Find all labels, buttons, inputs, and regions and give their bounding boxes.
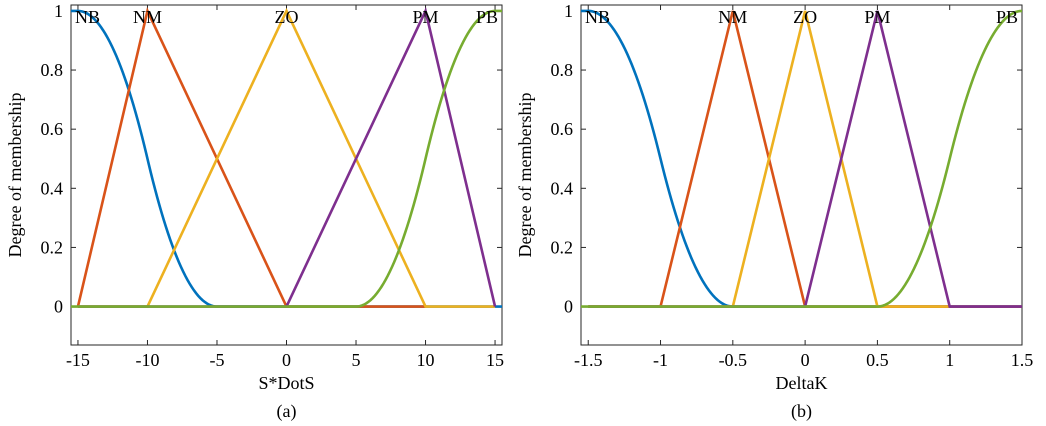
y-tick-label: 0.2: [551, 237, 574, 257]
series-label-zo: ZO: [275, 7, 299, 27]
series-line-zo: [77, 7, 496, 308]
x-tick-label: -1: [653, 350, 668, 370]
series-line-nm: [588, 10, 1022, 308]
x-tick-label: -1.5: [574, 350, 603, 370]
y-tick-label: 0.8: [551, 60, 574, 80]
x-tick-label: 1.5: [1011, 350, 1034, 370]
y-tick-label: 1: [564, 1, 573, 21]
plot-area-frame: [580, 4, 1023, 346]
series-line-pm: [77, 6, 497, 308]
y-tick-label: 0.6: [41, 119, 64, 139]
series-label-pm: PM: [864, 7, 890, 27]
x-tick-label: 5: [352, 350, 361, 370]
y-tick-label: 0: [54, 297, 63, 317]
series-line-pb: [581, 9, 1022, 308]
series-label-nm: NM: [133, 7, 162, 27]
series-label-nm: NM: [718, 7, 747, 27]
series-line-zo: [588, 10, 950, 308]
y-axis-label: Degree of membership: [5, 93, 25, 258]
y-tick-label: 0.4: [41, 178, 64, 198]
series-label-pb: PB: [996, 7, 1018, 27]
panel-b: -1.5 -1 -0.5 0 0.5 1 1.5 0 0.2 0.4 0.6 0.8 1 DeltaK De…: [515, 1, 1033, 422]
series-line-pm: [588, 10, 1022, 308]
y-tick-label: 0.4: [551, 178, 574, 198]
panel-caption: (a): [277, 401, 297, 422]
x-tick-label: 1: [945, 350, 954, 370]
series-line-nm: [76, 6, 426, 308]
x-tick-label: -5: [209, 350, 224, 370]
series-label-pm: PM: [413, 7, 439, 27]
series-line-nb: [581, 9, 1022, 308]
y-axis-label: Degree of membership: [515, 93, 535, 258]
x-tick-label: -15: [66, 350, 90, 370]
y-tick-label: 0.8: [41, 60, 64, 80]
panel-caption: (b): [791, 401, 812, 422]
y-tick-label: 1: [54, 1, 63, 21]
y-tick-label: 0.2: [41, 237, 64, 257]
x-tick-label: 15: [486, 350, 504, 370]
y-tick-label: 0: [564, 297, 573, 317]
y-tick-label: 0.6: [551, 119, 574, 139]
x-tick-label: 0: [801, 350, 810, 370]
series-label-pb: PB: [476, 7, 498, 27]
x-tick-label: -10: [135, 350, 159, 370]
series-label-zo: ZO: [793, 7, 817, 27]
x-tick-label: 10: [417, 350, 435, 370]
series-line-nb: [71, 9, 502, 308]
series-label-nb: NB: [75, 7, 100, 27]
x-axis-label: DeltaK: [776, 373, 828, 393]
series-line-pb: [71, 9, 502, 308]
x-tick-label: 0: [282, 350, 291, 370]
x-tick-label: -0.5: [719, 350, 748, 370]
series-label-nb: NB: [585, 7, 610, 27]
x-tick-label: 0.5: [866, 350, 889, 370]
panel-a: -15 -10 -5 0 5 10 15 0 0.2 0.4 0.6 0.8 1 S*DotS Degree…: [5, 1, 504, 422]
x-axis-label: S*DotS: [258, 373, 314, 393]
